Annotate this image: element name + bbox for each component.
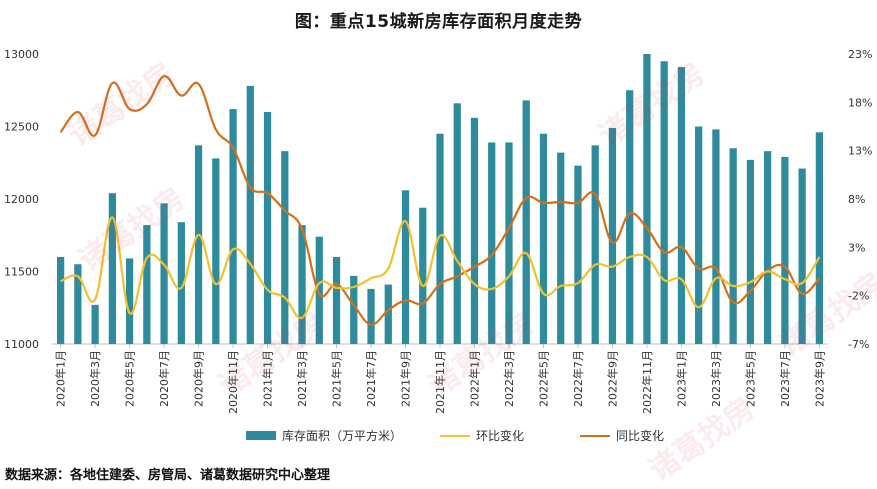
legend-swatch-mom [440,434,470,437]
bar [626,90,634,344]
bar [177,222,185,344]
y-left-tick-label: 12500 [4,121,39,134]
x-tick-label: 2020年1月 [54,350,68,407]
bar [74,264,82,344]
bar [332,257,341,344]
x-tick-label: 2020年9月 [192,350,206,407]
bar [764,151,772,344]
bar [781,156,789,344]
x-tick-label: 2020年3月 [88,350,102,407]
bar [695,126,703,344]
legend: 库存面积（万平方米） 环比变化 同比变化 [0,427,877,445]
bar [91,304,99,344]
bar [643,54,651,344]
bar [57,257,65,344]
legend-swatch-inventory [246,431,276,440]
x-tick-label: 2021年11月 [433,350,447,414]
bar [143,225,151,344]
legend-label-inventory: 库存面积（万平方米） [282,429,403,443]
bar [315,236,323,344]
bar [660,61,668,344]
bar [125,258,134,344]
bar [522,100,530,345]
bar [401,190,410,344]
bar [367,288,375,344]
bar [557,152,565,344]
x-tick-label: 2023年1月 [674,350,688,407]
bar [798,168,806,344]
y-left-tick-label: 11000 [4,338,39,351]
bar [350,275,358,344]
legend-item-inventory: 库存面积（万平方米） [246,427,402,444]
bar [488,142,496,344]
x-tick-label: 2022年11月 [640,350,654,414]
y-left-tick-label: 11500 [4,266,39,279]
x-tick-label: 2022年9月 [605,350,619,407]
bar [505,142,513,344]
x-tick-label: 2021年7月 [364,350,378,407]
x-tick-label: 2023年5月 [743,350,757,407]
bar [729,148,737,344]
y-left-tick-label: 12000 [4,193,39,206]
x-tick-label: 2020年5月 [123,350,137,407]
bar [608,127,617,344]
bar [212,158,220,344]
bar [712,129,720,344]
y-right-tick-label: -2% [848,290,869,303]
y-right-tick-label: -7% [848,338,869,351]
legend-swatch-yoy [580,434,610,437]
x-tick-label: 2021年5月 [330,350,344,407]
chart-title: 图：重点15城新房库存面积月度走势 [294,12,583,32]
x-tick-label: 2021年1月 [261,350,275,407]
x-tick-label: 2022年7月 [571,350,585,407]
y-right-tick-label: 18% [848,96,872,109]
source-note: 数据来源：各地住建委、房管局、诸葛数据研究中心整理 [5,468,331,483]
bar [108,193,116,344]
bar [160,203,168,344]
bar [263,112,272,344]
line-series-yoy [59,75,821,326]
bar [746,159,755,344]
bar [815,132,823,344]
x-tick-label: 2021年9月 [399,350,413,407]
x-tick-label: 2023年3月 [709,350,723,407]
legend-item-mom: 环比变化 [440,427,524,444]
x-tick-label: 2022年3月 [502,350,516,407]
legend-item-yoy: 同比变化 [580,427,664,444]
bar [298,225,306,344]
x-tick-label: 2022年1月 [467,350,481,407]
bar [194,145,203,344]
bar [246,85,254,345]
x-tick-label: 2023年9月 [812,350,826,407]
bar [281,151,289,344]
x-tick-label: 2022年5月 [536,350,550,407]
bar [470,117,479,344]
x-tick-label: 2020年7月 [157,350,171,407]
x-tick-label: 2021年3月 [295,350,309,407]
bar [419,207,427,344]
bar [436,133,444,344]
bar [229,109,237,344]
y-left-tick-label: 13000 [4,48,39,61]
y-right-tick-label: 23% [848,48,872,61]
x-tick-label: 2023年7月 [778,350,792,407]
y-right-tick-label: 3% [848,241,865,254]
bar [539,133,548,344]
line-series-mom [60,216,821,320]
y-right-tick-label: 8% [848,193,865,206]
legend-label-mom: 环比变化 [476,429,525,443]
bar [574,165,582,344]
y-right-tick-label: 13% [848,145,872,158]
bar [384,284,392,344]
x-tick-label: 2020年11月 [226,350,240,414]
bar [591,145,599,344]
legend-label-yoy: 同比变化 [616,429,665,443]
bar [453,103,461,344]
bar [677,67,686,345]
